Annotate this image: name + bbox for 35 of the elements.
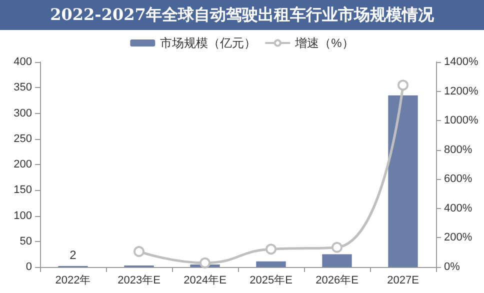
y-tick-label: 350 [14,82,32,94]
x-tick-label: 2025年E [250,274,292,286]
legend-label: 市场规模（亿元） [160,36,256,50]
x-tick-label: 2023年E [118,274,160,286]
bar [322,254,352,267]
bar [388,95,418,267]
y2-tick-label: 1400% [444,56,478,68]
point [398,80,408,91]
point [134,246,144,257]
data-label: 2 [70,248,77,262]
bar [256,261,286,267]
y2-tick-label: 1000% [444,114,478,127]
y2-tick-label: 1200% [444,85,478,98]
y2-tick-label: 400% [444,202,472,214]
y2-tick-label: 0% [444,261,460,273]
point [200,257,210,268]
y2-tick-label: 200% [444,232,472,244]
y-tick-label: 50 [20,235,32,248]
x-tick-label: 2026年E [316,274,358,286]
point [332,242,342,253]
y-tick-label: 300 [14,107,32,120]
y2-tick-label: 600% [444,173,472,186]
legend-label: 增速（%） [294,36,354,50]
y2-tick-label: 800% [444,144,472,156]
point [266,244,276,255]
y-tick-label: 250 [14,132,32,145]
y-tick-label: 0 [26,261,32,273]
x-tick-label: 2024年E [184,274,226,286]
y-tick-label: 150 [14,184,32,196]
x-tick-label: 2022年 [55,274,91,286]
y-tick-label: 400 [14,56,32,68]
chart-title: 2022-2027年全球自动驾驶出租车行业市场规模情况 [0,0,484,30]
y-tick-label: 100 [14,210,32,222]
y-tick-label: 200 [14,158,32,170]
x-tick-label: 2027E [387,274,419,286]
